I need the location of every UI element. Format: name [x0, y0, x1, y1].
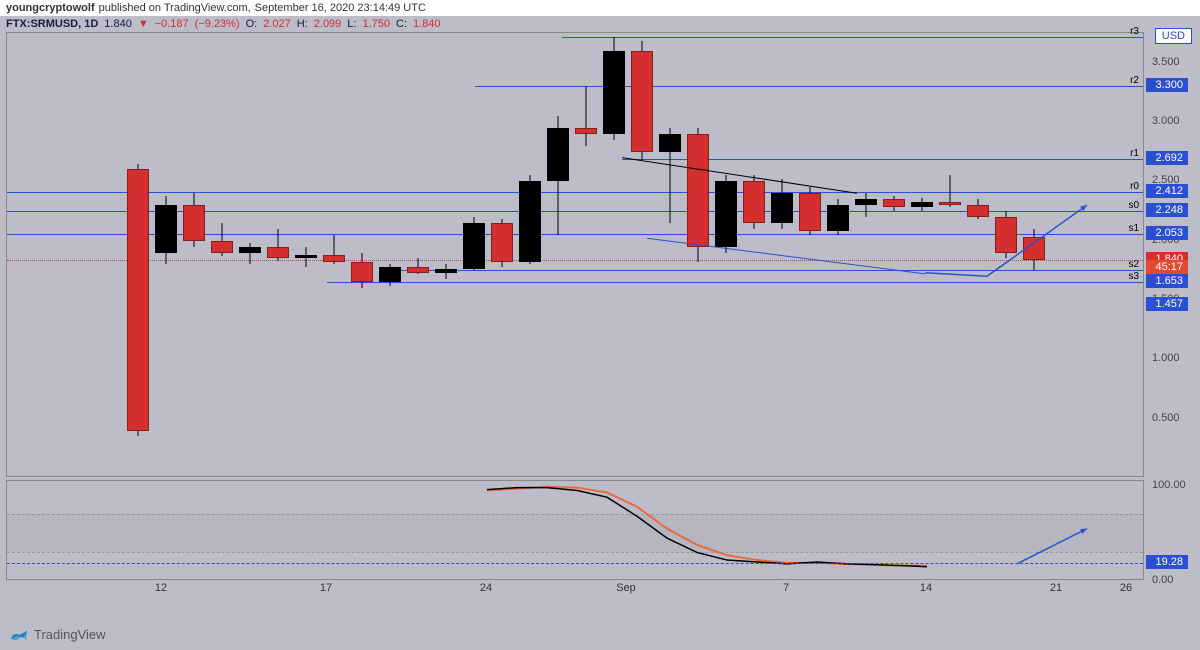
- candle[interactable]: [519, 33, 541, 478]
- candle[interactable]: [911, 33, 933, 478]
- indicator-tick: 100.00: [1152, 479, 1186, 491]
- indicator-tick: 0.00: [1152, 574, 1173, 586]
- change-value: −0.187: [155, 18, 189, 30]
- candle[interactable]: [435, 33, 457, 478]
- publish-header: youngcryptowolf published on TradingView…: [0, 0, 1200, 16]
- time-tick: 7: [783, 582, 789, 594]
- candle[interactable]: [407, 33, 429, 478]
- candle[interactable]: [183, 33, 205, 478]
- watermark-text: TradingView: [34, 627, 106, 642]
- price-tick: 3.500: [1152, 56, 1180, 68]
- candle[interactable]: [883, 33, 905, 478]
- ohlc-o-label: O:: [246, 18, 258, 30]
- candle[interactable]: [631, 33, 653, 478]
- last-price: 1.840: [104, 18, 132, 30]
- candle[interactable]: [351, 33, 373, 478]
- pivot-price-badge: 2.053: [1146, 226, 1188, 240]
- ohlc-l-label: L:: [347, 18, 356, 30]
- candle[interactable]: [687, 33, 709, 478]
- symbol-label[interactable]: FTX:SRMUSD, 1D: [6, 18, 98, 30]
- time-tick: 24: [480, 582, 492, 594]
- price-tick: 3.000: [1152, 115, 1180, 127]
- pivot-label: r3: [1130, 26, 1139, 37]
- ohlc-l: 1.750: [362, 18, 390, 30]
- indicator-value-badge: 19.28: [1146, 555, 1188, 569]
- ohlc-h: 2.099: [314, 18, 342, 30]
- candle[interactable]: [603, 33, 625, 478]
- ohlc-c: 1.840: [413, 18, 441, 30]
- candle[interactable]: [463, 33, 485, 478]
- pivot-label: r2: [1130, 75, 1139, 86]
- price-chart[interactable]: r3r2r1r0s0s1s2s3: [6, 32, 1144, 477]
- rsi-band: [7, 552, 1143, 553]
- ohlc-c-label: C:: [396, 18, 407, 30]
- candle[interactable]: [239, 33, 261, 478]
- candle[interactable]: [547, 33, 569, 478]
- candle[interactable]: [659, 33, 681, 478]
- tradingview-watermark[interactable]: TradingView: [10, 627, 106, 642]
- price-axis[interactable]: 0.5001.0001.5002.0002.5003.0003.5003.300…: [1146, 32, 1196, 477]
- published-on: published on TradingView.com,: [99, 2, 251, 14]
- time-tick: 17: [320, 582, 332, 594]
- candle[interactable]: [323, 33, 345, 478]
- candle[interactable]: [1023, 33, 1045, 478]
- candle[interactable]: [855, 33, 877, 478]
- candle[interactable]: [127, 33, 149, 478]
- candle[interactable]: [939, 33, 961, 478]
- candle[interactable]: [743, 33, 765, 478]
- candle[interactable]: [995, 33, 1017, 478]
- pivot-price-badge: 2.248: [1146, 203, 1188, 217]
- price-badge: 45:17: [1146, 260, 1188, 274]
- pivot-price-badge: 2.412: [1146, 184, 1188, 198]
- price-tick: 1.000: [1152, 352, 1180, 364]
- candle[interactable]: [379, 33, 401, 478]
- time-tick: 12: [155, 582, 167, 594]
- price-tick: 0.500: [1152, 412, 1180, 424]
- candle[interactable]: [771, 33, 793, 478]
- tradingview-logo-icon: [10, 628, 28, 642]
- pivot-price-badge: 1.653: [1146, 274, 1188, 288]
- pivot-label: r1: [1130, 148, 1139, 159]
- time-tick: 21: [1050, 582, 1062, 594]
- candle[interactable]: [267, 33, 289, 478]
- candle[interactable]: [491, 33, 513, 478]
- indicator-current-line: [7, 563, 1143, 564]
- candle[interactable]: [715, 33, 737, 478]
- author: youngcryptowolf: [6, 2, 95, 14]
- time-tick: 26: [1120, 582, 1132, 594]
- publish-timestamp: September 16, 2020 23:14:49 UTC: [255, 2, 426, 14]
- price-badge: 1.457: [1146, 297, 1188, 311]
- time-axis[interactable]: 12 17 24 Sep 7 14 21 26: [6, 580, 1144, 600]
- rsi-band-fill: [7, 514, 1143, 552]
- candle[interactable]: [295, 33, 317, 478]
- direction-arrow-icon: ▼: [138, 18, 149, 30]
- pivot-price-badge: 3.300: [1146, 78, 1188, 92]
- time-tick: Sep: [616, 582, 636, 594]
- ohlc-info-bar: FTX:SRMUSD, 1D 1.840 ▼ −0.187 (−9.23%) O…: [0, 16, 447, 32]
- candle[interactable]: [827, 33, 849, 478]
- ohlc-o: 2.027: [263, 18, 291, 30]
- pivot-label: r0: [1130, 181, 1139, 192]
- indicator-axis[interactable]: 0.00100.0019.28: [1146, 480, 1196, 580]
- candle[interactable]: [575, 33, 597, 478]
- ohlc-h-label: H:: [297, 18, 308, 30]
- candle[interactable]: [211, 33, 233, 478]
- indicator-pane[interactable]: [6, 480, 1144, 580]
- pivot-label: s0: [1128, 200, 1139, 211]
- pivot-label: s1: [1128, 223, 1139, 234]
- candle[interactable]: [967, 33, 989, 478]
- candle[interactable]: [155, 33, 177, 478]
- pivot-price-badge: 2.692: [1146, 151, 1188, 165]
- time-tick: 14: [920, 582, 932, 594]
- change-pct: (−9.23%): [195, 18, 240, 30]
- pivot-label: s3: [1128, 271, 1139, 282]
- candle[interactable]: [799, 33, 821, 478]
